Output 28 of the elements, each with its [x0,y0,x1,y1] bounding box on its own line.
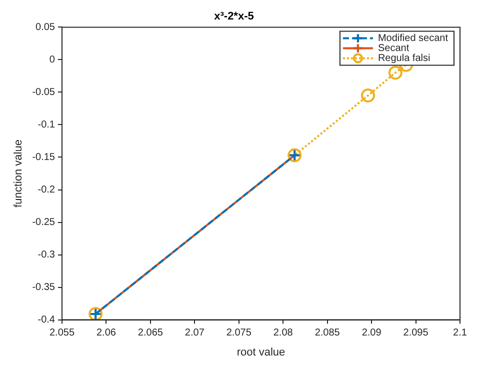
y-tick-label: -0.3 [38,250,56,261]
x-tick-label: 2.1 [453,328,468,339]
x-tick-label: 2.06 [96,328,116,339]
x-tick-label: 2.09 [362,328,382,339]
y-tick-label: -0.05 [32,86,56,98]
y-axis-title: function value [12,140,25,208]
y-tick-label: 0.05 [36,22,56,33]
legend-label: Secant [378,42,410,54]
x-tick-label: 2.075 [226,328,252,339]
chart-title: x³-2*x-5 [214,10,254,23]
y-tick-label: -0.35 [32,282,56,294]
legend-label: Modified secant [378,32,448,44]
y-tick-label: -0.1 [38,119,56,130]
legend-label: Regula falsi [378,52,430,64]
x-tick-label: 2.065 [138,328,164,339]
x-tick-label: 2.055 [49,328,75,339]
x-tick-label: 2.07 [184,328,205,339]
y-tick-label: -0.15 [32,152,56,163]
y-tick-label: -0.25 [32,217,56,228]
y-tick-label: 0 [49,54,56,66]
x-axis-title: root value [236,346,286,358]
point [388,66,402,80]
x-tick-label: 2.08 [273,328,294,339]
x-tick-label: 2.095 [403,328,429,339]
x-tick-label: 2.085 [314,328,340,339]
y-tick-label: -0.4 [38,314,56,326]
point [361,88,376,102]
y-tick-label: -0.2 [38,184,56,196]
